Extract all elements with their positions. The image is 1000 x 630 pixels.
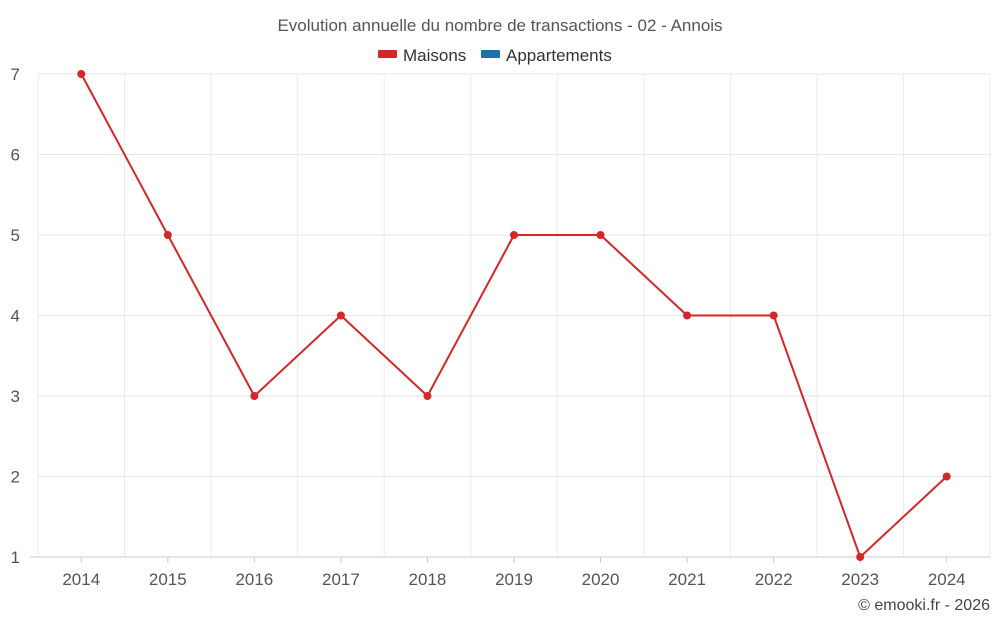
y-tick-label: 4 xyxy=(11,307,20,326)
data-point-maisons-2015[interactable] xyxy=(163,231,172,239)
data-point-maisons-2014[interactable] xyxy=(77,70,86,78)
data-point-maisons-2016[interactable] xyxy=(250,392,259,400)
legend-label-maisons[interactable]: Maisons xyxy=(403,46,466,65)
x-tick-label: 2024 xyxy=(928,570,966,589)
data-point-maisons-2023[interactable] xyxy=(856,553,865,561)
x-tick-label: 2017 xyxy=(322,570,360,589)
data-point-maisons-2018[interactable] xyxy=(423,392,432,400)
axes: 1 2 3 4 5 6 7 2014 2015 2016 2017 2018 2019 2020 2021 2… xyxy=(11,65,990,589)
x-tick-label: 2020 xyxy=(582,570,620,589)
data-point-maisons-2021[interactable] xyxy=(683,311,692,320)
x-tick-label: 2019 xyxy=(495,570,533,589)
legend-swatch-maisons xyxy=(378,50,397,58)
x-tick-label: 2022 xyxy=(755,570,793,589)
credit-text: © emooki.fr - 2026 xyxy=(858,597,990,614)
y-tick-label: 1 xyxy=(11,548,20,567)
x-tick-label: 2014 xyxy=(62,570,100,589)
y-tick-label: 3 xyxy=(11,387,20,406)
x-tick-label: 2023 xyxy=(841,570,879,589)
legend: Maisons Appartements xyxy=(378,46,612,65)
y-tick-label: 2 xyxy=(11,468,20,487)
data-point-maisons-2019[interactable] xyxy=(510,231,518,239)
data-point-maisons-2022[interactable] xyxy=(769,311,778,320)
x-tick-label: 2015 xyxy=(149,570,187,589)
y-tick-label: 5 xyxy=(11,226,20,245)
chart-title: Evolution annuelle du nombre de transact… xyxy=(277,16,722,35)
x-tick-label: 2016 xyxy=(235,570,273,589)
x-tick-label: 2018 xyxy=(409,570,447,589)
series xyxy=(77,70,951,561)
data-point-maisons-2024[interactable] xyxy=(942,472,951,481)
legend-swatch-appartements xyxy=(481,50,500,58)
legend-label-appartements[interactable]: Appartements xyxy=(506,46,612,65)
data-point-maisons-2020[interactable] xyxy=(596,231,605,239)
data-point-maisons-2017[interactable] xyxy=(336,311,345,320)
y-tick-label: 6 xyxy=(11,146,20,165)
grid xyxy=(37,73,991,557)
y-tick-label: 7 xyxy=(11,65,20,84)
x-tick-label: 2021 xyxy=(668,570,706,589)
